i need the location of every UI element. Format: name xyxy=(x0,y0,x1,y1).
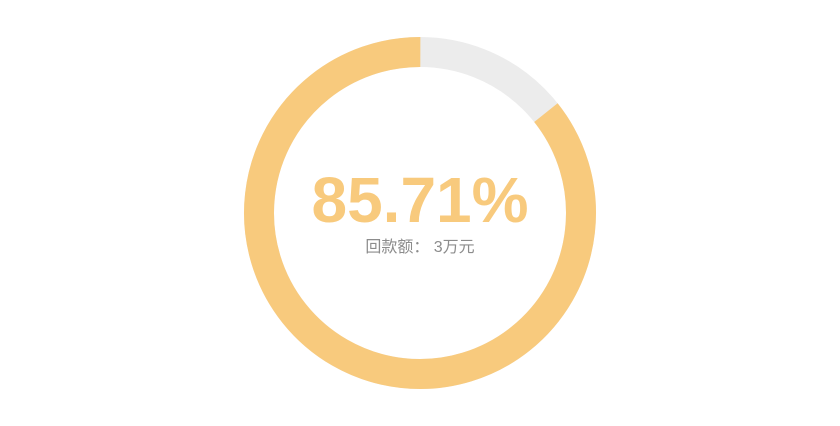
donut-segment-filled xyxy=(244,37,596,389)
